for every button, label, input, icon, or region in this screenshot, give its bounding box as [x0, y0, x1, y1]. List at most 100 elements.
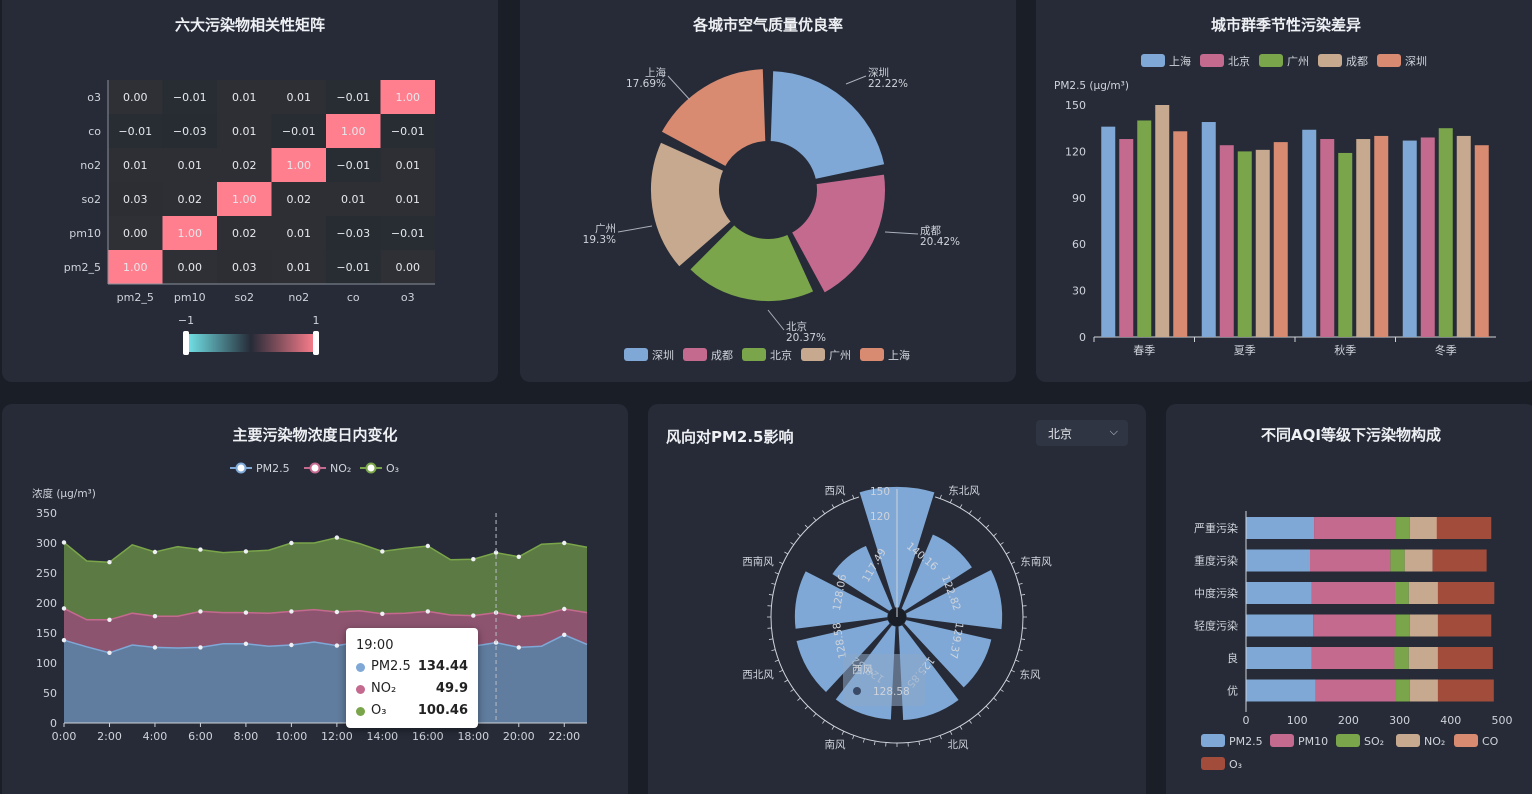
daily-y-tick: 0: [50, 717, 57, 730]
heatmap-col-label: o3: [401, 291, 415, 304]
aqi-x-tick: 0: [1243, 714, 1250, 727]
heatmap-cell: [271, 182, 326, 216]
daily-legend-label: PM2.5: [256, 462, 290, 475]
daily-point: [471, 557, 476, 562]
seasonal-legend-label: 深圳: [1405, 55, 1427, 68]
heatmap-col-label: co: [347, 291, 360, 304]
aqi-bar-segment: [1437, 647, 1438, 669]
heatmap-cell: [380, 216, 435, 250]
seasonal-bar: [1219, 145, 1234, 337]
daily-point: [380, 549, 385, 554]
aqi-bar-segment: [1404, 549, 1433, 572]
heatmap-cell: [271, 148, 326, 182]
wind-tick: [1015, 659, 1020, 662]
aqi-bar-segment: [1409, 614, 1438, 637]
aqi-bar-segment: [1313, 614, 1397, 637]
wind-tick: [790, 542, 795, 546]
aqi-bar-segment: [1408, 582, 1438, 604]
daily-point: [107, 560, 112, 565]
wind-hover-dot: [853, 687, 861, 695]
pie-leader-line: [667, 75, 691, 101]
city-select[interactable]: 北京 ⌵: [1036, 420, 1128, 446]
heatmap-cell: [162, 250, 217, 284]
seasonal-bar: [1320, 139, 1335, 337]
aqi-x-tick: 200: [1338, 714, 1359, 727]
aqi-legend-swatch: [1336, 734, 1360, 747]
seasonal-y-tick: 30: [1072, 285, 1086, 298]
aqi-bar-segment: [1310, 549, 1391, 572]
seasonal-bar: [1356, 139, 1371, 337]
aqi-bar-segment: [1396, 679, 1410, 702]
heatmap-cell: [108, 148, 163, 182]
wind-tick: [1018, 649, 1023, 652]
seasonal-y-tick: 0: [1079, 331, 1086, 344]
wind-tick: [1018, 582, 1023, 585]
heatmap-scale-bar: [186, 334, 316, 352]
daily-legend-marker: [365, 462, 377, 474]
heatmap-value: −0.03: [173, 125, 207, 138]
heatmap-cell: [380, 182, 435, 216]
pie-legend-swatch: [624, 348, 648, 361]
heatmap-row-label: o3: [87, 91, 101, 104]
daily-point: [152, 614, 158, 619]
pie-slice: [659, 67, 768, 169]
seasonal-y-tick: 120: [1065, 145, 1086, 158]
seasonal-bar: [1402, 140, 1417, 337]
heatmap-cell: [108, 114, 163, 148]
daily-tooltip: 19:00 PM2.5 134.44 NO₂ 49.9 O₃ 100.46: [346, 628, 478, 728]
wind-tick: [841, 731, 845, 735]
heatmap-value: 1.00: [232, 193, 257, 206]
pie-label-pct: 19.3%: [583, 234, 616, 246]
aqi-category-label: 严重污染: [1194, 521, 1238, 535]
pie-leader-line: [884, 231, 919, 235]
daily-line: [63, 607, 588, 621]
aqi-legend-label: SO₂: [1364, 735, 1384, 748]
heatmap-cell: [162, 148, 217, 182]
daily-y-tick: 250: [36, 567, 57, 580]
wind-tick: [999, 688, 1004, 692]
aqi-legend-swatch: [1201, 757, 1225, 770]
pie-leader-line: [767, 309, 785, 331]
pie-label-pct: 20.42%: [920, 236, 960, 248]
daily-point: [516, 614, 521, 619]
daily-y-tick: 200: [36, 597, 57, 610]
pie-label-pct: 22.22%: [868, 78, 908, 90]
heatmap-row-label: co: [88, 125, 101, 138]
wind-tick: [768, 638, 773, 640]
seasonal-bar: [1474, 145, 1489, 337]
daily-point: [243, 610, 249, 615]
daily-x-label: 10:00: [276, 730, 308, 743]
wind-direction-label: 北风: [948, 739, 969, 751]
aqi-bar-segment: [1315, 679, 1397, 702]
wind-tick: [993, 697, 997, 701]
heatmap-row-label: pm2_5: [64, 261, 101, 274]
daily-point: [61, 638, 67, 643]
seasonal-bar: [1137, 120, 1152, 337]
heatmap-value: 0.00: [396, 261, 421, 274]
aqi-bar-segment: [1432, 549, 1487, 572]
tooltip-value: 100.46: [417, 703, 468, 718]
seasonal-bar: [1374, 135, 1389, 337]
aqi-legend-swatch: [1270, 734, 1294, 747]
wind-hover-name: 西风: [852, 664, 873, 676]
wind-tick: [1021, 638, 1026, 640]
heatmap-cell: [326, 80, 381, 114]
wind-sector: [899, 531, 975, 614]
heatmap-cell: [162, 216, 217, 250]
heatmap-value: 0.01: [287, 261, 312, 274]
wind-tick: [977, 517, 981, 521]
heatmap-cell: [108, 182, 163, 216]
aqi-bar-segment: [1314, 517, 1397, 539]
wind-title: 风向对PM2.5影响: [666, 428, 794, 446]
pie-label-pct: 17.69%: [626, 78, 666, 90]
heatmap-cell: [108, 80, 163, 114]
aqi-category-label: 优: [1227, 685, 1238, 698]
daily-point: [198, 609, 203, 614]
wind-direction-label: 西风: [825, 485, 846, 497]
heatmap-value: 0.01: [287, 227, 312, 240]
daily-area: [64, 537, 587, 620]
daily-area: [64, 634, 587, 723]
heatmap-value: 0.03: [232, 261, 257, 274]
seasonal-legend-label: 成都: [1346, 55, 1368, 68]
